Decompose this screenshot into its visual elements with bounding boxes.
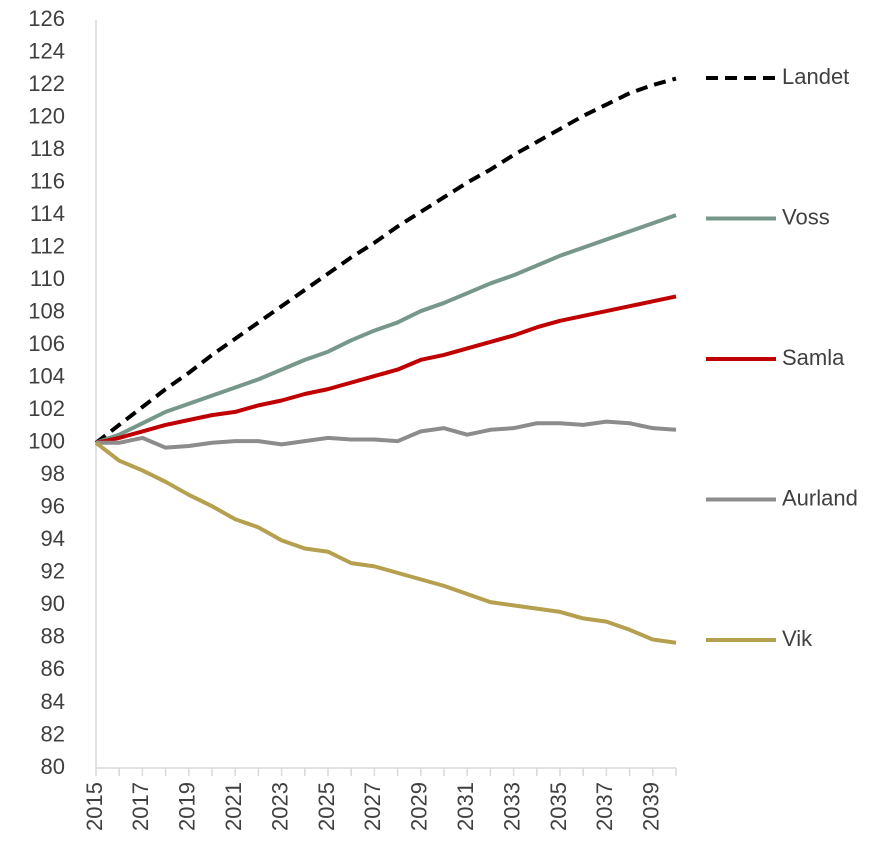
y-tick-label: 88 — [41, 624, 65, 649]
y-tick-label: 104 — [28, 364, 65, 389]
y-tick-label: 84 — [41, 689, 65, 714]
legend-label: Aurland — [782, 485, 858, 510]
y-tick-label: 98 — [41, 461, 65, 486]
series-line — [95, 294, 677, 445]
y-tick-label: 82 — [41, 721, 65, 746]
x-tick-label: 2025 — [314, 782, 339, 831]
series-line — [96, 419, 677, 450]
y-tick-label: 110 — [30, 266, 65, 291]
y-tick-label: 94 — [41, 526, 65, 551]
y-tick-label: 124 — [28, 38, 65, 63]
y-tick-label: 102 — [28, 396, 65, 421]
x-tick-label: 2033 — [499, 782, 524, 831]
y-tick-label: 100 — [28, 429, 65, 454]
x-tick-label: 2015 — [82, 782, 107, 831]
x-tick-label: 2029 — [407, 782, 432, 831]
x-tick-label: 2017 — [128, 782, 153, 831]
series-line — [94, 76, 677, 445]
x-tick-label: 2021 — [221, 782, 246, 831]
y-tick-label: 96 — [41, 494, 65, 519]
x-tick-label: 2019 — [175, 782, 200, 831]
x-tick-label: 2037 — [592, 782, 617, 831]
legend-label: Voss — [782, 204, 830, 229]
y-tick-label: 108 — [28, 299, 65, 324]
series-line — [95, 213, 677, 445]
x-tick-label: 2027 — [360, 782, 385, 831]
x-tick-label: 2031 — [453, 782, 478, 831]
legend-label: Samla — [782, 345, 845, 370]
y-tick-label: 86 — [41, 656, 65, 681]
y-tick-label: 126 — [28, 6, 65, 31]
x-tick-label: 2039 — [639, 782, 664, 831]
y-tick-label: 122 — [28, 71, 65, 96]
legend-label: Vik — [782, 626, 813, 651]
y-tick-label: 114 — [30, 201, 65, 226]
y-tick-label: 112 — [30, 233, 65, 258]
y-tick-label: 90 — [41, 591, 65, 616]
y-tick-label: 120 — [28, 103, 65, 128]
y-tick-label: 80 — [41, 754, 65, 779]
y-tick-label: 118 — [30, 136, 65, 161]
series-line — [94, 441, 677, 645]
x-tick-label: 2023 — [267, 782, 292, 831]
legend-label: Landet — [782, 64, 849, 89]
y-tick-label: 106 — [28, 331, 65, 356]
y-tick-label: 92 — [41, 559, 65, 584]
x-tick-label: 2035 — [546, 782, 571, 831]
y-tick-label: 116 — [30, 168, 65, 193]
